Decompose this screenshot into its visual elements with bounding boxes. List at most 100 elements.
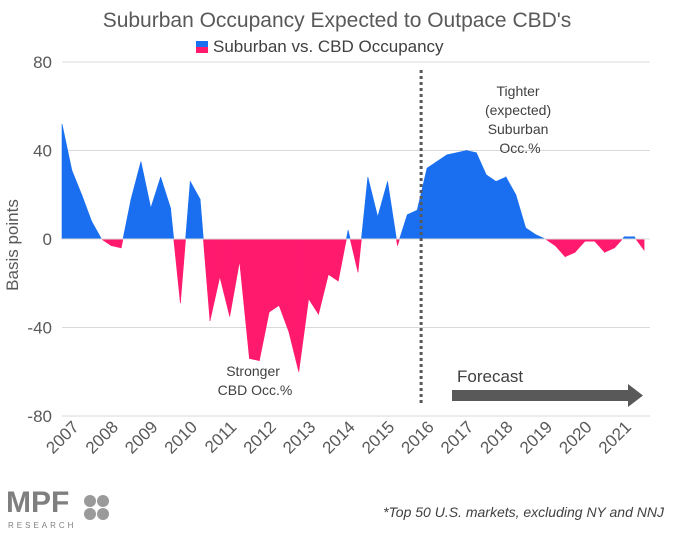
area-positive [466, 150, 477, 240]
area-negative [259, 238, 270, 361]
x-tick-label: 2020 [555, 417, 595, 457]
forecast-arrow-shaft [452, 390, 628, 401]
area-positive [515, 194, 526, 240]
y-tick-label: -80 [27, 407, 52, 426]
area-positive [71, 170, 83, 240]
area-positive [122, 199, 132, 240]
area-negative [604, 238, 615, 253]
area-positive [140, 161, 152, 240]
area-positive [476, 152, 487, 240]
area-positive [361, 177, 369, 240]
forecast-arrow [452, 384, 643, 407]
area-negative [574, 238, 586, 254]
area-negative [298, 238, 309, 372]
x-tick-label: 2009 [121, 417, 161, 457]
y-tick-label: 0 [43, 230, 52, 249]
annotation-tighter: Tighter (expected) Suburban Occ.% [485, 83, 555, 156]
area-positive [436, 154, 448, 240]
x-tick-label: 2021 [595, 417, 635, 457]
y-axis-title: Basis points [3, 199, 22, 291]
y-tick-label: -40 [27, 319, 52, 338]
annotation-tighter-line3: Suburban [488, 121, 549, 137]
area-positive [199, 199, 204, 240]
area-negative [349, 238, 359, 273]
annotation-tighter-line2: (expected) [485, 102, 551, 118]
area-negative [249, 238, 260, 362]
area-negative [554, 238, 566, 258]
x-tick-label: 2016 [398, 417, 438, 457]
legend-swatch-negative [196, 47, 208, 53]
area-negative [318, 238, 329, 315]
area-negative [111, 238, 122, 249]
area-positive [456, 150, 467, 240]
area-positive [61, 123, 73, 240]
forecast-label: Forecast [457, 367, 523, 386]
area-positive [367, 176, 379, 240]
logo-subtext: RESEARCH [8, 521, 76, 530]
x-tick-label: 2017 [437, 417, 477, 457]
annotation-tighter-line4: Occ.% [499, 140, 540, 156]
area-negative [239, 238, 250, 359]
area-positive [485, 174, 497, 240]
area-positive [446, 152, 457, 240]
annotation-stronger-line1: Stronger [226, 363, 280, 379]
area-positive [495, 176, 507, 240]
area-negative [328, 238, 339, 282]
area-negative [209, 238, 221, 321]
x-tick-label: 2012 [240, 417, 280, 457]
x-tick-label: 2019 [516, 417, 556, 457]
footnote: *Top 50 U.S. markets, excluding NY and N… [383, 504, 665, 520]
y-tick-label: 40 [33, 142, 52, 161]
area-positive [426, 160, 438, 240]
area-positive [170, 207, 175, 240]
area-negative [278, 238, 290, 333]
area-positive [399, 214, 408, 240]
forecast-arrow-head [628, 384, 643, 407]
logo-dot [97, 508, 109, 520]
area-negative [268, 238, 280, 313]
area-positive [387, 181, 397, 240]
annotation-tighter-line1: Tighter [497, 83, 540, 99]
x-axis-ticks: 2007 2008 2009 2010 2011 2012 2013 2014 2015 2016… [42, 417, 635, 457]
area-negative [564, 238, 576, 258]
area-negative [173, 238, 181, 304]
area-positive [189, 180, 201, 240]
area-negative [229, 238, 240, 317]
mpf-logo: MPF RESEARCH [6, 486, 109, 530]
area-positive [535, 234, 546, 240]
gridlines [62, 61, 650, 417]
area-positive [377, 181, 388, 240]
y-axis-ticks: 80 40 0 -40 -80 [27, 53, 52, 426]
x-tick-label: 2014 [319, 417, 359, 457]
area-negative [308, 238, 319, 316]
annotation-stronger: Stronger CBD Occ.% [218, 363, 293, 398]
area-positive [525, 227, 536, 240]
area-positive [407, 209, 418, 240]
area-positive [150, 176, 161, 240]
area-negative [357, 238, 362, 273]
area-negative [594, 238, 605, 254]
area-negative [288, 238, 300, 372]
area-positive [185, 181, 191, 240]
area-negative [100, 238, 112, 247]
area-negative [203, 238, 211, 321]
chart-title: Suburban Occupancy Expected to Outpace C… [103, 9, 572, 32]
area-positive [81, 194, 92, 240]
area-positive [347, 230, 351, 240]
area-positive [91, 220, 102, 240]
area-negative [614, 238, 624, 249]
area-negative [544, 238, 556, 247]
x-tick-label: 2018 [476, 417, 516, 457]
area-negative [337, 238, 347, 282]
logo-dot [97, 495, 109, 507]
area-series [61, 123, 645, 372]
logo-text: MPF [6, 486, 69, 519]
logo-dot [84, 508, 96, 520]
annotation-stronger-line2: CBD Occ.% [218, 382, 293, 398]
x-tick-label: 2011 [201, 417, 240, 456]
x-tick-label: 2015 [358, 417, 398, 457]
x-tick-label: 2013 [279, 417, 319, 457]
area-negative [219, 238, 231, 317]
area-positive [130, 161, 142, 240]
